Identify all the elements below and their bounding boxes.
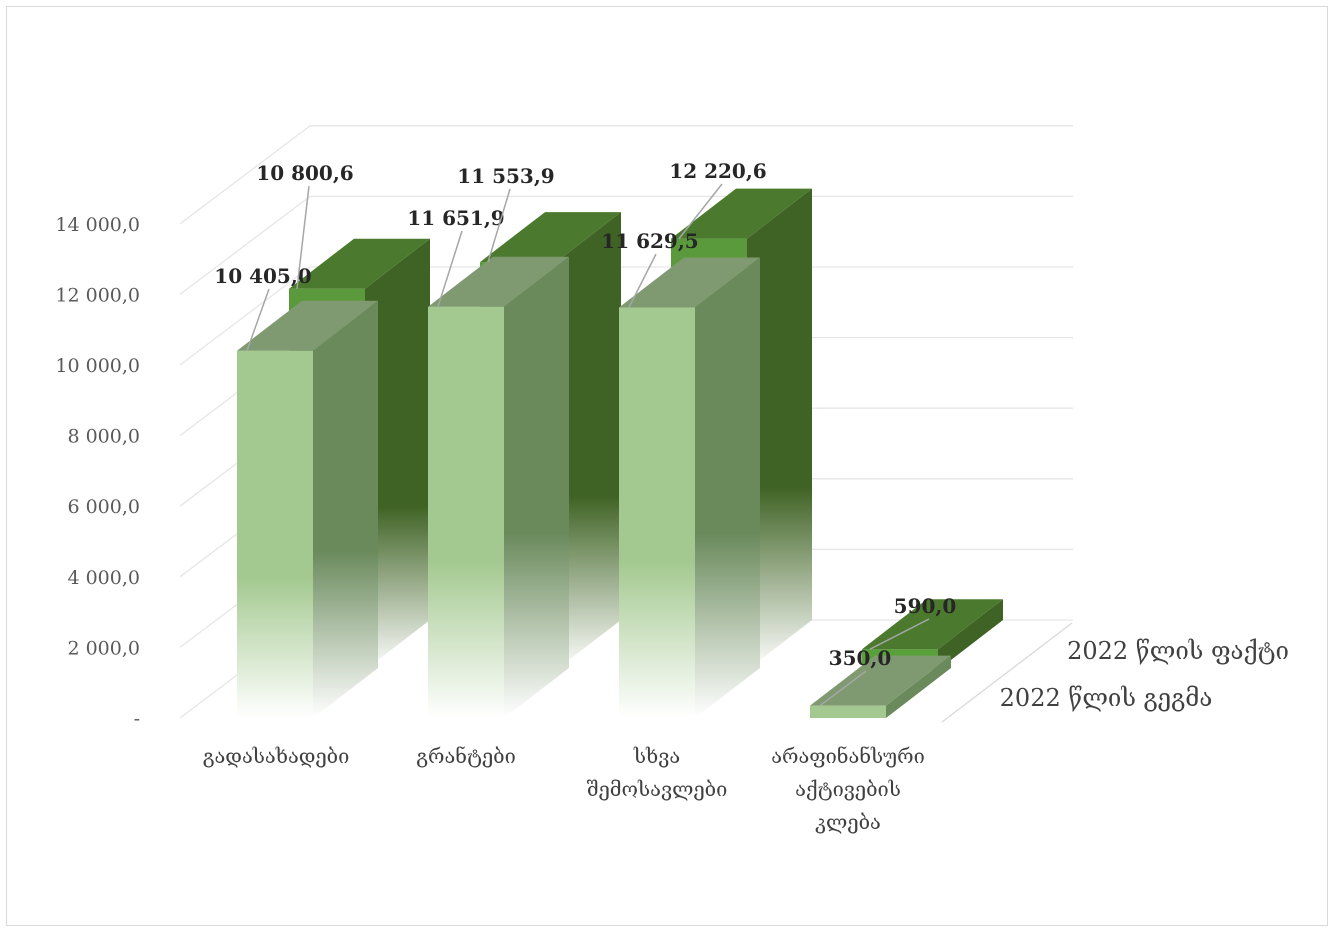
y-tick-label: 12 000,0 xyxy=(55,284,140,306)
bar-plan xyxy=(237,300,378,718)
gridline xyxy=(179,125,1073,225)
category-label: კლება xyxy=(815,810,881,834)
series-label-fact: 2022 წლის ფაქტი xyxy=(1067,637,1289,665)
bars xyxy=(237,188,1003,718)
series-axis-labels: 2022 წლის ფაქტი 2022 წლის გეგმა xyxy=(1000,637,1289,712)
chart-frame xyxy=(6,6,1328,926)
bar-top-face xyxy=(480,212,621,263)
bar-side-face xyxy=(556,212,621,670)
series-label-plan: 2022 წლის გეგმა xyxy=(1000,684,1213,712)
data-label-fact: 590,0 xyxy=(894,594,957,618)
category-label: შემოსავლები xyxy=(587,777,728,801)
leader-line xyxy=(296,185,310,289)
bar-front-face xyxy=(619,307,695,718)
category-label: გადასახადები xyxy=(203,744,350,768)
y-tick-label: 4 000,0 xyxy=(67,567,140,589)
leader-line xyxy=(487,188,511,263)
leader-line xyxy=(819,670,867,707)
y-tick-label: 8 000,0 xyxy=(67,426,140,448)
bar-top-face xyxy=(671,188,812,239)
y-tick-label: 10 000,0 xyxy=(55,355,140,377)
y-axis-ticks: - 2 000,0 4 000,0 6 000,0 8 000,0 10 000,0 12 … xyxy=(55,214,140,730)
y-tick-label: - xyxy=(134,708,140,730)
data-label-plan: 350,0 xyxy=(829,646,892,670)
bar-front-face xyxy=(810,705,886,718)
y-tick-label: 6 000,0 xyxy=(67,496,140,518)
bar-side-face xyxy=(313,300,378,718)
bar-side-face xyxy=(747,188,812,670)
bar-top-face xyxy=(810,655,951,706)
category-label: გრანტები xyxy=(416,744,516,768)
x-axis-categories: გადასახადები გრანტები სხვა შემოსავლები არაფი… xyxy=(203,744,925,834)
leader-line xyxy=(869,618,930,650)
bar-top-face xyxy=(428,256,569,307)
floor-edge xyxy=(941,622,1073,723)
bar-top-face xyxy=(289,238,430,289)
bar-front-face xyxy=(428,306,504,718)
data-label-fact: 11 553,9 xyxy=(457,164,554,188)
gridline xyxy=(179,195,1073,295)
category-label: არაფინანსური xyxy=(771,744,925,768)
bar-top-face xyxy=(862,599,1003,650)
gridlines xyxy=(179,125,1073,723)
leader-line xyxy=(437,230,463,307)
bar-front-face xyxy=(237,350,313,718)
bar-side-face xyxy=(938,599,1003,670)
y-tick-label: 14 000,0 xyxy=(55,214,140,236)
bar-plan xyxy=(428,256,569,718)
leader-line xyxy=(628,253,657,308)
leader-line xyxy=(678,183,723,240)
bar-side-face xyxy=(695,257,760,718)
data-label-plan: 10 405,0 xyxy=(214,264,311,288)
data-label-fact: 10 800,6 xyxy=(256,161,353,185)
bar-top-face xyxy=(237,300,378,351)
bar-side-face xyxy=(365,238,430,670)
bar-side-face xyxy=(504,256,569,718)
category-label: აქტივების xyxy=(795,777,901,801)
bar-side-face xyxy=(886,655,951,718)
data-label-plan: 11 651,9 xyxy=(407,206,504,230)
y-tick-label: 2 000,0 xyxy=(67,637,140,659)
bar-plan xyxy=(619,257,760,718)
data-label-fact: 12 220,6 xyxy=(669,159,766,183)
leader-line xyxy=(246,288,270,351)
category-label: სხვა xyxy=(633,744,680,768)
gridline xyxy=(179,266,1073,366)
data-labels: 10 405,010 800,611 651,911 553,911 629,5… xyxy=(214,159,957,707)
bar-top-face xyxy=(619,257,760,308)
bar-plan xyxy=(810,655,951,718)
